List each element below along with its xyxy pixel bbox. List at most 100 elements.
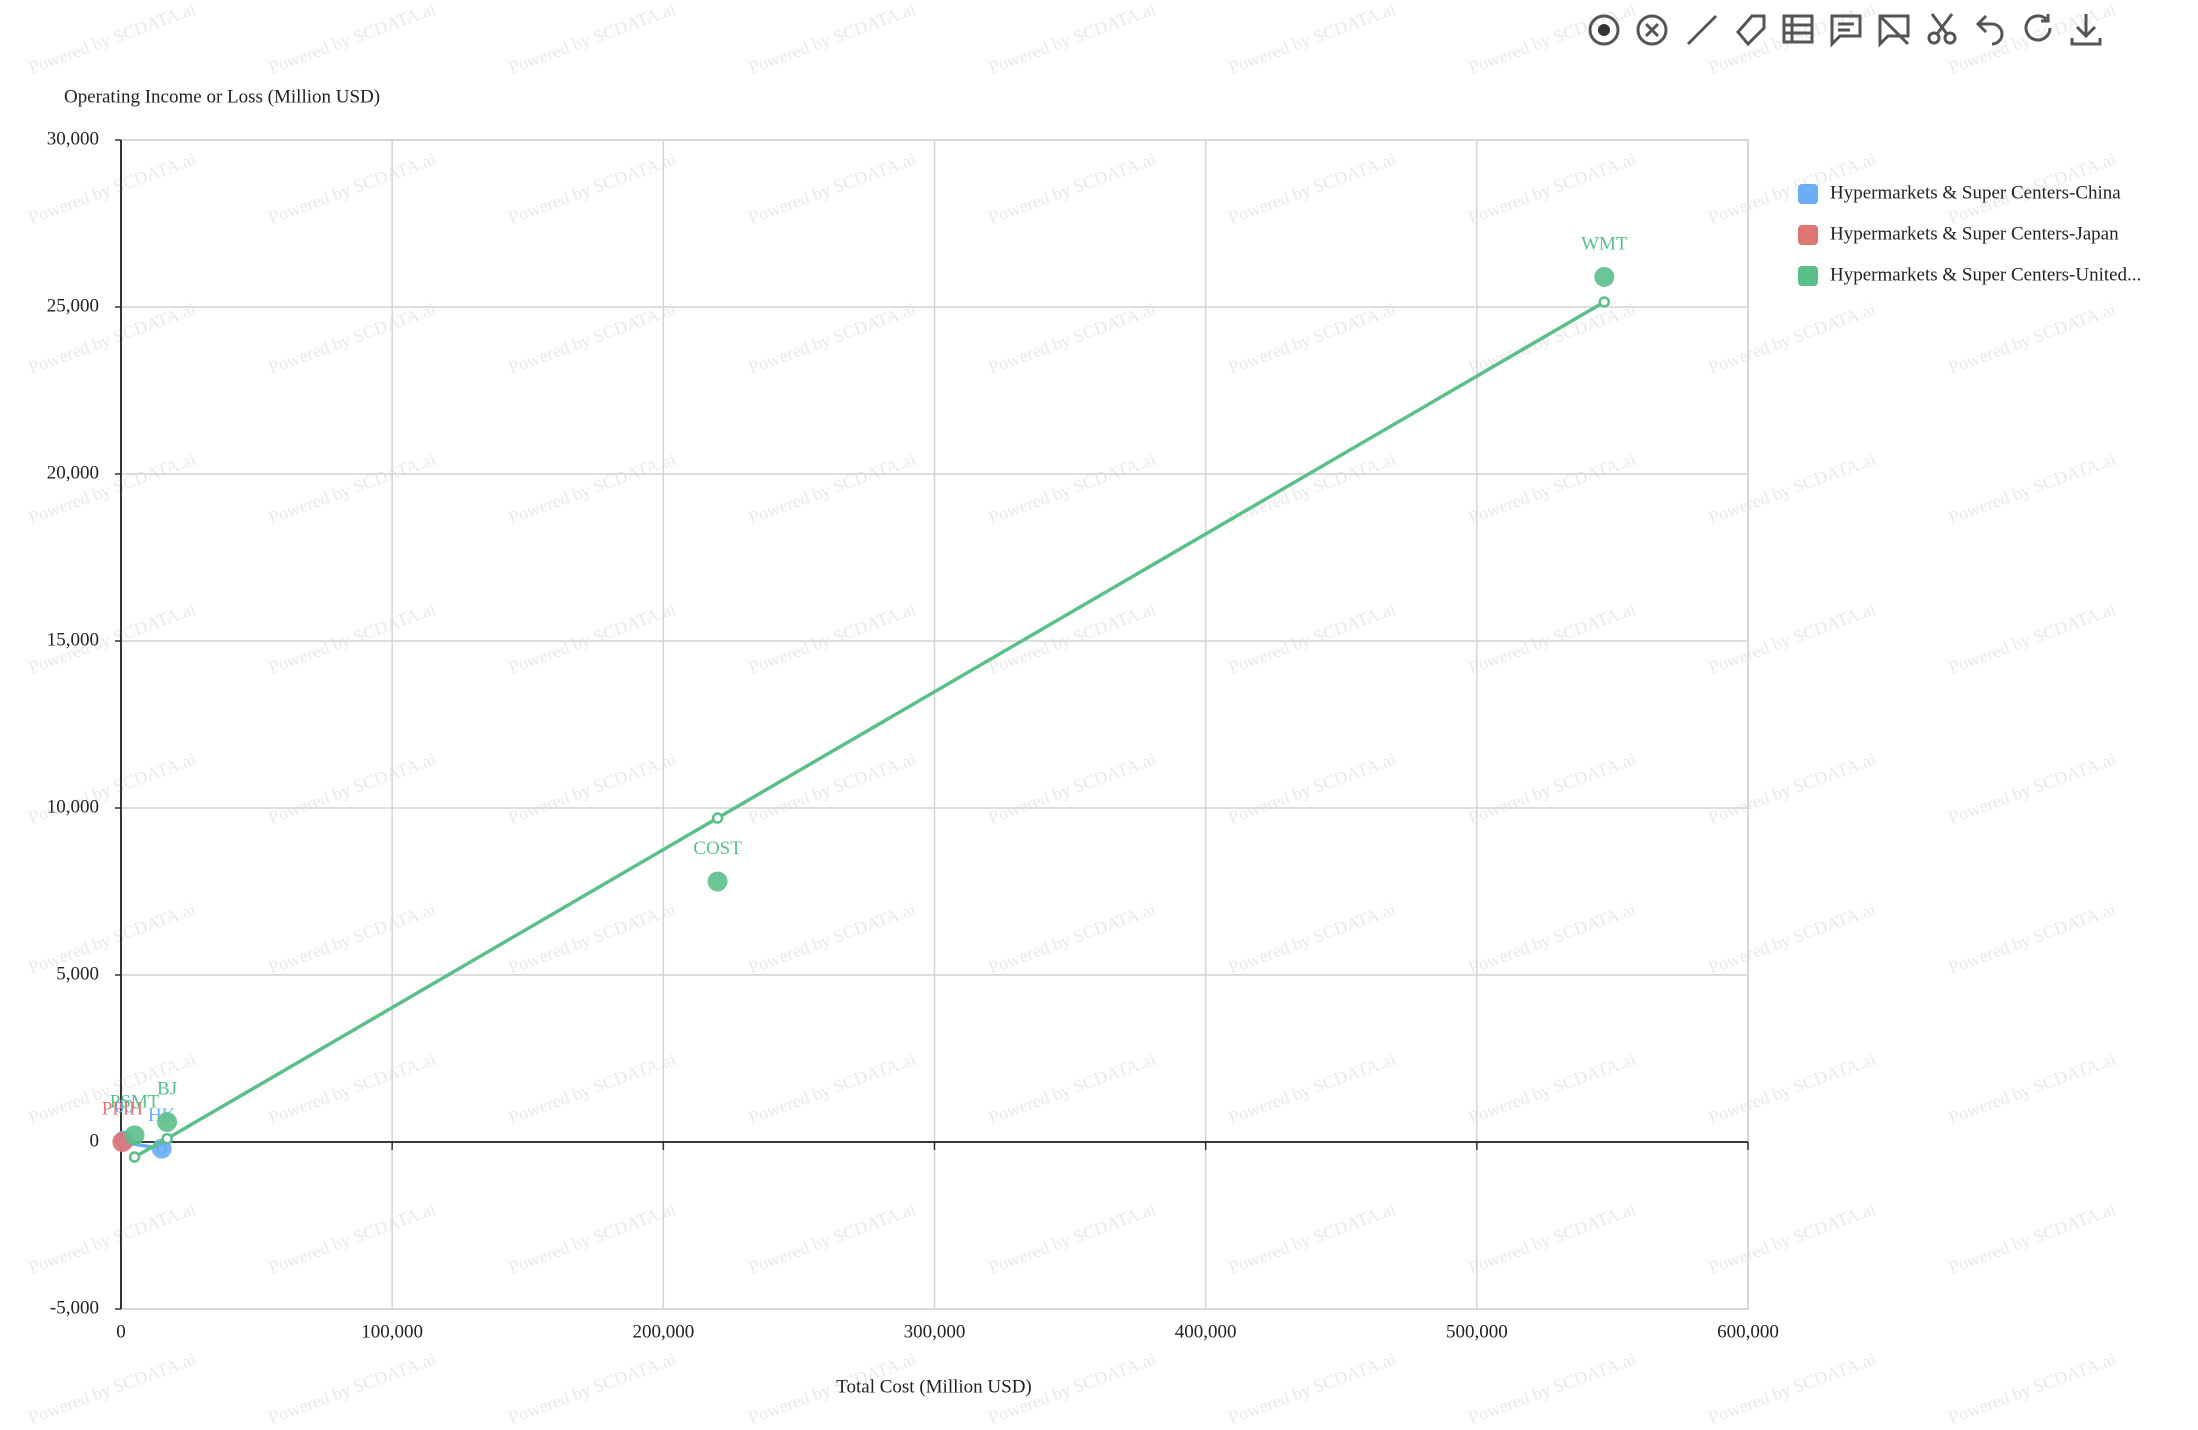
tool-line[interactable] xyxy=(1686,14,1718,46)
watermark: Powered by SCDATA.ai xyxy=(506,749,678,828)
watermark: Powered by SCDATA.ai xyxy=(506,599,678,678)
tool-cut[interactable] xyxy=(1927,13,1957,45)
watermark: Powered by SCDATA.ai xyxy=(26,899,198,978)
watermark: Powered by SCDATA.ai xyxy=(1466,1349,1638,1428)
watermark: Powered by SCDATA.ai xyxy=(1706,749,1878,828)
watermark: Powered by SCDATA.ai xyxy=(1946,599,2118,678)
x-tick-label: 500,000 xyxy=(1446,1321,1508,1342)
watermark: Powered by SCDATA.ai xyxy=(986,1199,1158,1278)
tool-refresh[interactable] xyxy=(2024,14,2052,42)
y-tick-label: 20,000 xyxy=(47,462,99,483)
watermark: Powered by SCDATA.ai xyxy=(1466,1049,1638,1128)
y-tick-label: 30,000 xyxy=(47,128,99,149)
watermark: Powered by SCDATA.ai xyxy=(1226,899,1398,978)
watermark: Powered by SCDATA.ai xyxy=(266,899,438,978)
watermark: Powered by SCDATA.ai xyxy=(266,449,438,528)
watermark: Powered by SCDATA.ai xyxy=(1946,1199,2118,1278)
watermark: Powered by SCDATA.ai xyxy=(746,149,918,228)
watermark: Powered by SCDATA.ai xyxy=(1946,899,2118,978)
watermark: Powered by SCDATA.ai xyxy=(986,749,1158,828)
watermark: Powered by SCDATA.ai xyxy=(986,0,1158,78)
trend-line xyxy=(133,300,1606,1159)
watermark: Powered by SCDATA.ai xyxy=(1226,1049,1398,1128)
x-tick-label: 400,000 xyxy=(1175,1321,1237,1342)
x-tick-label: 300,000 xyxy=(904,1321,966,1342)
tool-tag[interactable] xyxy=(1736,14,1766,47)
watermark: Powered by SCDATA.ai xyxy=(986,299,1158,378)
watermark: Powered by SCDATA.ai xyxy=(506,1199,678,1278)
watermark: Powered by SCDATA.ai xyxy=(1466,0,1638,78)
watermark: Powered by SCDATA.ai xyxy=(1706,299,1878,378)
watermark: Powered by SCDATA.ai xyxy=(746,299,918,378)
legend-label: Hypermarkets & Super Centers-China xyxy=(1830,182,2121,203)
point-label: COST xyxy=(693,838,742,859)
watermark: Powered by SCDATA.ai xyxy=(986,1049,1158,1128)
x-tick-label: 100,000 xyxy=(361,1321,423,1342)
legend-swatch xyxy=(1798,266,1818,286)
watermark: Powered by SCDATA.ai xyxy=(1226,1349,1398,1428)
watermark: Powered by SCDATA.ai xyxy=(1466,449,1638,528)
x-tick-label: 200,000 xyxy=(632,1321,694,1342)
watermark: Powered by SCDATA.ai xyxy=(1226,1199,1398,1278)
watermark: Powered by SCDATA.ai xyxy=(26,0,198,78)
watermark: Powered by SCDATA.ai xyxy=(1226,449,1398,528)
tool-table[interactable] xyxy=(1782,14,1814,44)
watermark: Powered by SCDATA.ai xyxy=(1946,299,2118,378)
watermark: Powered by SCDATA.ai xyxy=(1466,899,1638,978)
watermark: Powered by SCDATA.ai xyxy=(1226,149,1398,228)
tool-comment[interactable] xyxy=(1830,14,1862,48)
point xyxy=(157,1111,178,1132)
watermark: Powered by SCDATA.ai xyxy=(1466,599,1638,678)
watermark: Powered by SCDATA.ai xyxy=(1706,899,1878,978)
watermark: Powered by SCDATA.ai xyxy=(746,899,918,978)
watermark: Powered by SCDATA.ai xyxy=(1946,1049,2118,1128)
watermark: Powered by SCDATA.ai xyxy=(26,1349,198,1428)
watermark: Powered by SCDATA.ai xyxy=(1706,1349,1878,1428)
point-label: 00 xyxy=(115,1097,134,1118)
point-label: WMT xyxy=(1581,233,1628,254)
point xyxy=(124,1125,145,1146)
point xyxy=(707,871,728,892)
y-tick-label: 15,000 xyxy=(47,629,99,650)
watermark: Powered by SCDATA.ai xyxy=(266,1199,438,1278)
watermark: Powered by SCDATA.ai xyxy=(1706,599,1878,678)
point xyxy=(1594,266,1615,287)
watermark: Powered by SCDATA.ai xyxy=(266,749,438,828)
tool-select[interactable] xyxy=(1588,14,1620,46)
watermark: Powered by SCDATA.ai xyxy=(746,1199,918,1278)
y-tick-label: 25,000 xyxy=(47,295,99,316)
watermark: Powered by SCDATA.ai xyxy=(266,0,438,78)
trend-vertex xyxy=(128,1151,141,1163)
y-axis-title: Operating Income or Loss (Million USD) xyxy=(64,86,380,107)
tool-comment-off[interactable] xyxy=(1878,14,1910,48)
watermark: Powered by SCDATA.ai xyxy=(266,299,438,378)
legend-swatch xyxy=(1798,184,1818,204)
watermark: Powered by SCDATA.ai xyxy=(506,899,678,978)
watermark: Powered by SCDATA.ai xyxy=(266,1049,438,1128)
toolbar xyxy=(1588,13,2102,48)
tool-download[interactable] xyxy=(2070,14,2102,46)
watermark-layer: Powered by SCDATA.ai Powered by SCDATA.ai… xyxy=(26,0,2118,1428)
watermark: Powered by SCDATA.ai xyxy=(506,0,678,78)
legend-swatch xyxy=(1798,225,1818,245)
tool-clear[interactable] xyxy=(1636,14,1668,46)
y-tick-label: -5,000 xyxy=(50,1297,99,1318)
y-tick-label: 5,000 xyxy=(56,963,99,984)
watermark: Powered by SCDATA.ai xyxy=(986,449,1158,528)
watermark: Powered by SCDATA.ai xyxy=(1706,1049,1878,1128)
trend-vertex xyxy=(1598,296,1611,308)
watermark: Powered by SCDATA.ai xyxy=(26,1199,198,1278)
watermark: Powered by SCDATA.ai xyxy=(26,449,198,528)
legend-label: Hypermarkets & Super Centers-Japan xyxy=(1830,223,2119,244)
watermark: Powered by SCDATA.ai xyxy=(506,149,678,228)
watermark: Powered by SCDATA.ai xyxy=(986,899,1158,978)
tool-undo[interactable] xyxy=(1975,14,2004,46)
trend-vertex xyxy=(711,812,724,824)
watermark: Powered by SCDATA.ai xyxy=(1706,449,1878,528)
watermark: Powered by SCDATA.ai xyxy=(506,299,678,378)
watermark: Powered by SCDATA.ai xyxy=(1226,749,1398,828)
watermark: Powered by SCDATA.ai xyxy=(986,149,1158,228)
watermark: Powered by SCDATA.ai xyxy=(506,1049,678,1128)
watermark: Powered by SCDATA.ai xyxy=(1466,749,1638,828)
